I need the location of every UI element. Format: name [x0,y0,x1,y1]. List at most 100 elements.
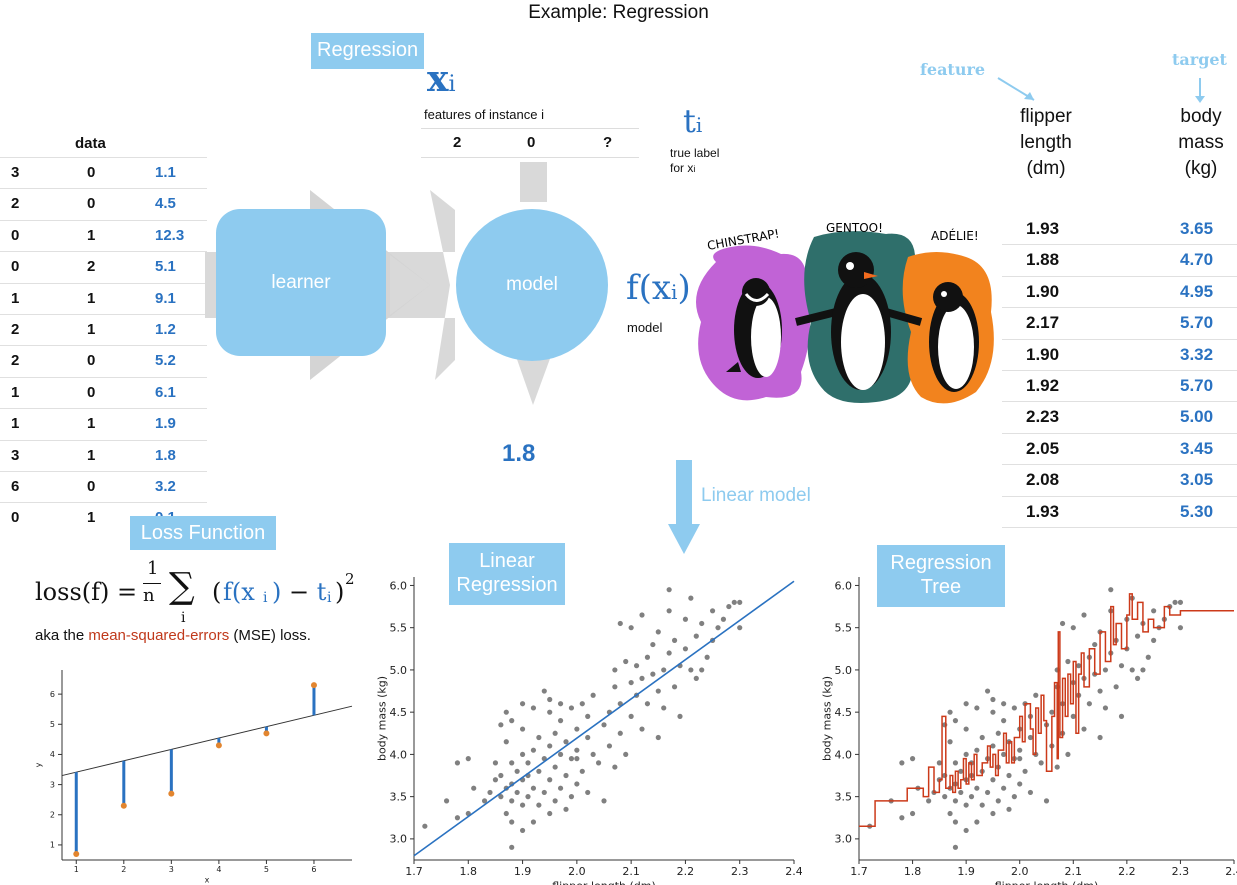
y-axis-label: y [34,762,43,767]
flow-arrow-to-model-2 [390,255,430,315]
data-cell: 0 [87,477,96,495]
scatter-point [677,713,683,719]
y-tick-label: 5.0 [835,664,853,677]
scatter-point [1145,654,1151,660]
y-tick-label: 4 [50,750,55,759]
scatter-point [422,823,428,829]
scatter-point [974,705,980,711]
scatter-point [530,705,537,711]
scatter-point [947,810,953,817]
scatter-point [990,777,996,783]
data-table-header: data [75,135,106,152]
scatter-point [1017,756,1023,762]
scatter-point [1113,684,1119,690]
feature-value: ? [603,134,613,151]
scatter-point [563,806,569,812]
data-row: 1 1 9.1 [0,282,207,314]
scatter-point [1097,688,1103,694]
scatter-point [509,760,515,766]
scatter-point [1017,781,1023,787]
data-cell: 1 [87,415,96,433]
linear-regression-chart: 1.7 1.8 1.9 2.0 2.1 2.2 2.3 2.4 3.0 3.5 4.0 4.5 5.0 5… [375,577,802,885]
scatter-point [655,734,661,741]
scatter-point [979,802,985,808]
adelie-label: ADÉLIE! [931,228,979,243]
scatter-point [509,819,515,825]
scatter-point [899,815,905,821]
data-cell: 3 [11,446,20,464]
scatter-point [731,599,737,605]
x-tick-label: 1.7 [405,865,423,878]
scatter-point [963,827,969,834]
scatter-point [536,768,542,774]
x-tick-label: 1.9 [957,865,975,878]
body-mass-cell: 5.00 [1180,407,1214,427]
scatter-point [666,608,672,614]
scatter-point [547,709,553,715]
flipper-length-cell: 2.17 [1026,313,1060,333]
scatter-point [968,794,975,800]
scatter-point [519,751,526,758]
scatter-point [1027,734,1034,741]
body-mass-cell: 3.05 [1180,470,1214,490]
scatter-point [1081,726,1087,732]
x-axis-label: flipper length (dm) [552,879,656,885]
x-tick-label: 2.2 [1118,865,1136,878]
scatter-point [737,599,743,605]
data-row: 0 2 5.1 [0,251,207,282]
scatter-point [1134,633,1141,639]
y-tick-label: 6.0 [835,579,853,592]
scatter-point [492,760,499,766]
data-cell: 1 [87,509,96,527]
data-cell: 3.2 [155,477,176,495]
y-tick-label: 1 [50,841,55,850]
scatter-point [1108,587,1114,593]
scatter-point [557,701,564,707]
y-tick-label: 6 [50,690,55,699]
scatter-point [552,730,558,736]
data-cell: 0 [11,509,20,527]
x-tick-label: 1.8 [460,865,478,878]
regression-tree-tag: Regression Tree [877,545,1005,607]
scatter-point [699,620,705,627]
scatter-point [995,730,1001,736]
data-cell: 5.1 [155,258,176,276]
adelie-penguin [929,282,979,392]
features-row: 2 0 ? [421,128,639,158]
scatter-point [509,844,515,850]
x-axis-label: x [205,875,210,884]
scatter-point [1102,705,1109,711]
x-tick-label: 2.1 [1065,865,1083,878]
data-cell: 1.9 [155,415,176,433]
x-tick-label: 1.7 [850,865,868,878]
y-tick-label: 5.5 [390,622,408,635]
scatter-point [595,760,602,766]
scatter-point [979,734,985,741]
x-tick-label: 2.3 [731,865,749,878]
scatter-point [547,810,553,817]
flipper-length-cell: 2.08 [1026,470,1060,490]
scatter-point [963,751,969,758]
scatter-point [1076,663,1082,669]
scatter-point [1070,713,1076,719]
scatter-point [509,798,515,804]
model-function-caption: model [627,320,663,335]
x-tick-label: 4 [216,865,221,874]
linear-regression-tag: Linear Regression [449,543,565,605]
data-cell: 6.1 [155,383,176,401]
target-row: 2.17 5.70 [1002,308,1237,340]
data-row: 2 1 1.2 [0,313,207,345]
scatter-point [1001,718,1007,724]
data-cell: 1.2 [155,320,176,338]
scatter-point [557,751,564,758]
scatter-point [974,819,980,825]
scatter-point [952,819,959,825]
y-tick-label: 5.5 [835,622,853,635]
data-cell: 1 [11,289,20,307]
scatter-point [1011,705,1017,711]
fit-line [61,705,353,777]
scatter-point [503,739,509,745]
scatter-point [525,760,531,766]
data-cell: 12.3 [155,226,185,244]
y-tick-label: 3.0 [390,833,408,846]
